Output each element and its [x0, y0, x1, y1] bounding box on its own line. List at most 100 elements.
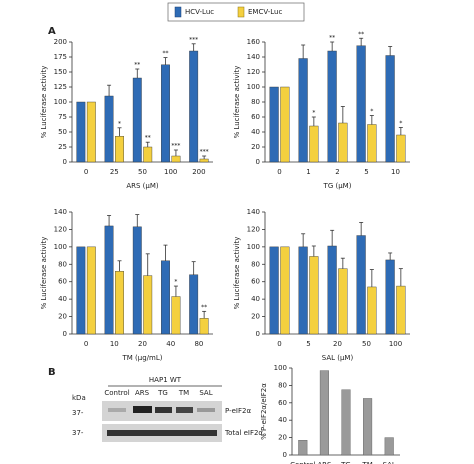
- western-blot: HAP1 WT kDa Control ARS TG TM SAL 37- 37…: [72, 376, 263, 442]
- bar: [338, 122, 348, 163]
- y-tick-label: 140: [54, 208, 67, 216]
- bar: [132, 226, 142, 335]
- blot-band: [155, 407, 172, 413]
- x-axis-label: TM (μg/mL): [122, 354, 163, 362]
- significance: *: [370, 108, 373, 115]
- bar: [143, 146, 153, 163]
- significance: **: [329, 35, 335, 42]
- x-tick-label: 40: [166, 340, 175, 348]
- lane-label: TG: [157, 389, 168, 397]
- bar: [367, 124, 377, 163]
- bar: [161, 260, 170, 335]
- bar: [319, 370, 329, 456]
- y-tick-label: 150: [54, 68, 67, 76]
- y-tick-label: 0: [256, 158, 260, 166]
- x-tick-label: SAL: [383, 461, 396, 464]
- legend-swatch: [174, 6, 182, 18]
- y-tick-label: 120: [54, 225, 67, 233]
- bar: [189, 274, 199, 335]
- bar: [338, 268, 348, 335]
- bar: [309, 256, 319, 335]
- significance: **: [162, 50, 168, 57]
- bar: [171, 155, 181, 163]
- bar: [199, 318, 209, 335]
- x-tick-label: Control: [290, 461, 315, 464]
- x-tick-label: 1: [306, 168, 310, 176]
- y-tick-label: 20: [251, 313, 260, 321]
- y-tick-label: 0: [63, 158, 67, 166]
- bar: [298, 246, 308, 335]
- y-tick-label: 80: [58, 260, 67, 268]
- bar: [298, 58, 308, 163]
- x-tick-label: 200: [192, 168, 205, 176]
- significance: *: [118, 120, 121, 127]
- bar: [298, 440, 308, 456]
- significance: **: [145, 135, 151, 142]
- y-tick-label: 120: [247, 68, 260, 76]
- y-tick-label: 100: [247, 243, 260, 251]
- bar: [385, 55, 395, 163]
- y-axis-label: % Luciferase activity: [233, 237, 241, 310]
- y-tick-label: 200: [54, 38, 67, 46]
- blot-band: [197, 408, 215, 412]
- bar: [327, 245, 337, 335]
- y-tick-label: 80: [251, 260, 260, 268]
- x-tick-label: TG: [340, 461, 351, 464]
- legend-box: [167, 2, 305, 22]
- bar: [367, 286, 377, 335]
- legend-swatch: [237, 6, 245, 18]
- bar: [199, 158, 209, 163]
- x-tick-label: 10: [391, 168, 400, 176]
- bar: [171, 296, 181, 335]
- x-tick-label: 100: [164, 168, 177, 176]
- bar: [356, 45, 366, 163]
- bar: [384, 437, 394, 456]
- bar: [161, 64, 170, 163]
- lane-label: ARS: [135, 389, 150, 397]
- y-tick-label: 100: [54, 243, 67, 251]
- x-axis-label: TG (μM): [323, 182, 352, 190]
- x-tick-label: 5: [306, 340, 310, 348]
- blot-kda: kDa: [72, 394, 86, 402]
- x-tick-label: 50: [138, 168, 147, 176]
- y-tick-label: 100: [54, 98, 67, 106]
- y-axis-label: % Luciferase activity: [233, 66, 241, 139]
- lane-label: SAL: [199, 389, 212, 397]
- significance: ***: [189, 36, 198, 43]
- y-tick-label: 60: [278, 399, 287, 407]
- significance: **: [134, 62, 140, 69]
- y-tick-label: 75: [58, 113, 67, 121]
- y-tick-label: 40: [58, 295, 67, 303]
- bar: [385, 259, 395, 335]
- x-axis-label: ARS (μM): [126, 182, 159, 190]
- legend-label: HCV-Luc: [185, 8, 214, 16]
- significance: *: [312, 110, 315, 117]
- y-tick-label: 0: [63, 330, 67, 338]
- y-tick-label: 175: [54, 53, 67, 61]
- y-tick-label: 0: [256, 330, 260, 338]
- x-tick-label: 80: [194, 340, 203, 348]
- bar: [104, 95, 114, 163]
- x-tick-label: 5: [364, 168, 368, 176]
- y-tick-label: 60: [251, 278, 260, 286]
- blot-band: [107, 430, 217, 436]
- x-tick-label: 100: [389, 340, 402, 348]
- bar: [115, 135, 124, 163]
- y-tick-label: 120: [247, 225, 260, 233]
- blot-marker: 37-: [72, 409, 84, 417]
- y-tick-label: 80: [278, 381, 287, 389]
- bar: [86, 101, 96, 163]
- x-tick-label: 0: [84, 340, 88, 348]
- bar: [396, 285, 406, 335]
- x-tick-label: ARS: [317, 461, 332, 464]
- bar: [269, 86, 279, 163]
- bar: [115, 271, 124, 335]
- significance: **: [358, 31, 364, 38]
- y-tick-label: 20: [278, 434, 287, 442]
- blot-band: [176, 407, 193, 413]
- blot-marker: 37-: [72, 429, 84, 437]
- y-tick-label: 40: [278, 416, 287, 424]
- y-tick-label: 125: [54, 83, 67, 91]
- bar: [341, 389, 351, 456]
- x-tick-label: 0: [277, 340, 281, 348]
